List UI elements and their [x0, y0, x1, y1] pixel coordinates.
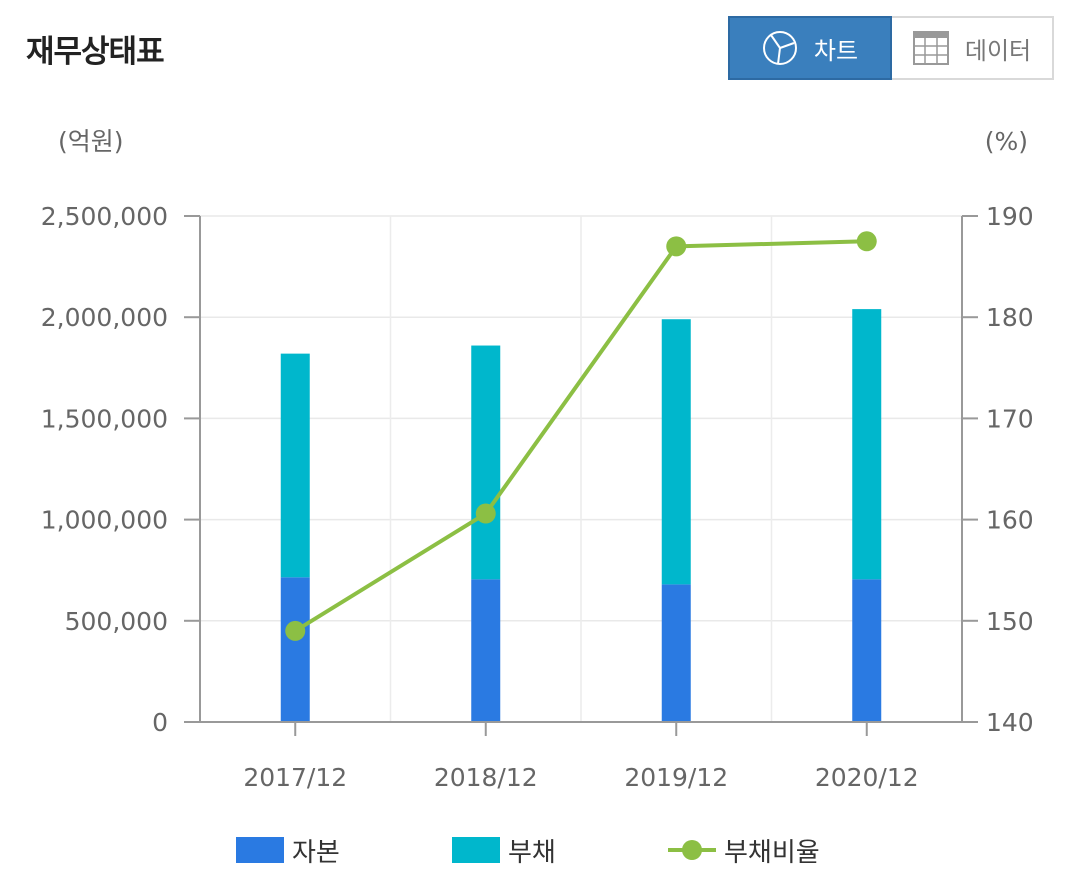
- bar-capital: [471, 579, 501, 722]
- x-tick-label: 2018/12: [434, 763, 538, 792]
- y-right-tick-label: 140: [986, 708, 1034, 737]
- y-left-tick-label: 2,500,000: [41, 202, 168, 231]
- data-view-button[interactable]: 데이터: [892, 16, 1054, 80]
- y-right-tick-label: 150: [986, 607, 1034, 636]
- chart-view-button[interactable]: 차트: [728, 16, 892, 80]
- bar-debt: [661, 319, 691, 585]
- bar-debt: [471, 345, 501, 580]
- x-tick-label: 2020/12: [815, 763, 919, 792]
- line-debt-ratio: [294, 239, 867, 633]
- x-tick-label: 2019/12: [624, 763, 728, 792]
- legend-ratio-label: 부채비율: [724, 837, 820, 868]
- y-left-tick-label: 1,000,000: [41, 506, 168, 535]
- y-left-tick-label: 500,000: [65, 607, 168, 636]
- y-right-unit-label: (%): [985, 127, 1028, 156]
- bar-debt: [280, 353, 310, 578]
- bar-capital: [852, 579, 882, 722]
- y-left-tick-label: 1,500,000: [41, 404, 168, 433]
- y-right-tick-label: 180: [986, 303, 1034, 332]
- legend-debt-label: 부채: [508, 837, 556, 868]
- point-debt-ratio: [285, 620, 306, 641]
- y-left-unit-label: (억원): [58, 127, 124, 156]
- y-right-tick-label: 170: [986, 404, 1034, 433]
- x-tick-label: 2017/12: [243, 763, 347, 792]
- legend-debt-swatch: [452, 837, 500, 863]
- point-debt-ratio: [666, 236, 687, 257]
- legend-ratio-marker: [668, 840, 716, 860]
- point-debt-ratio: [475, 503, 496, 524]
- point-debt-ratio: [856, 231, 877, 252]
- pie-chart-icon: [762, 31, 797, 65]
- bar-debt: [852, 309, 882, 580]
- legend-capital[interactable]: 자본: [236, 830, 340, 870]
- view-toggle: 차트 데이터: [728, 16, 1054, 80]
- table-grid-icon: [912, 31, 949, 65]
- legend-capital-label: 자본: [292, 837, 340, 868]
- bar-capital: [661, 584, 691, 722]
- legend-debt[interactable]: 부채: [452, 830, 556, 870]
- y-left-tick-label: 2,000,000: [41, 303, 168, 332]
- legend-capital-swatch: [236, 837, 284, 863]
- y-right-tick-label: 190: [986, 202, 1034, 231]
- y-right-tick-label: 160: [986, 506, 1034, 535]
- data-view-label: 데이터: [964, 36, 1032, 65]
- page-title: 재무상태표: [26, 34, 165, 70]
- bar-capital: [280, 577, 310, 722]
- y-left-tick-label: 0: [152, 708, 168, 737]
- legend-ratio[interactable]: 부채비율: [668, 830, 820, 870]
- chart-view-label: 차트: [813, 36, 859, 65]
